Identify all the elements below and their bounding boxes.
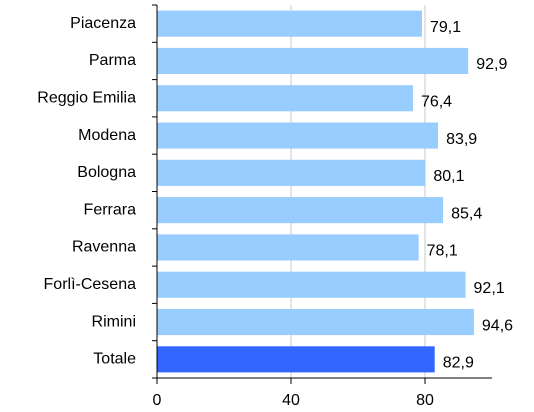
y-tick-label: Modena <box>78 127 136 144</box>
bar <box>157 308 474 336</box>
y-tick-label: Parma <box>89 52 136 69</box>
y-tick-label: Piacenza <box>70 15 136 32</box>
value-label: 94,6 <box>482 317 513 334</box>
y-tick-label: Bologna <box>77 164 136 181</box>
x-tick-label: 40 <box>282 392 300 409</box>
y-tick-label: Forlì-Cesena <box>44 276 137 293</box>
bar <box>157 197 444 224</box>
y-tick-label: Rimini <box>92 313 136 330</box>
bar <box>157 346 435 373</box>
bar <box>157 10 422 37</box>
value-label: 80,1 <box>433 168 464 185</box>
bar <box>157 234 419 261</box>
y-tick-label: Totale <box>93 351 136 368</box>
value-label: 79,1 <box>430 19 461 36</box>
x-tick-label: 80 <box>416 392 434 409</box>
bar <box>157 47 469 75</box>
bar <box>157 85 413 112</box>
bar <box>157 271 466 298</box>
value-label: 85,4 <box>451 205 482 222</box>
value-label: 78,1 <box>427 243 458 260</box>
value-label: 82,9 <box>443 355 474 372</box>
value-label: 83,9 <box>446 131 477 148</box>
value-label: 92,1 <box>474 280 505 297</box>
value-label: 76,4 <box>421 93 452 110</box>
bar <box>157 159 426 186</box>
bar <box>157 122 439 149</box>
y-tick-label: Reggio Emilia <box>37 89 136 106</box>
x-tick-label: 0 <box>153 392 162 409</box>
y-tick-label: Ferrara <box>84 201 137 218</box>
y-tick-label: Ravenna <box>72 239 136 256</box>
value-label: 92,9 <box>476 56 507 73</box>
